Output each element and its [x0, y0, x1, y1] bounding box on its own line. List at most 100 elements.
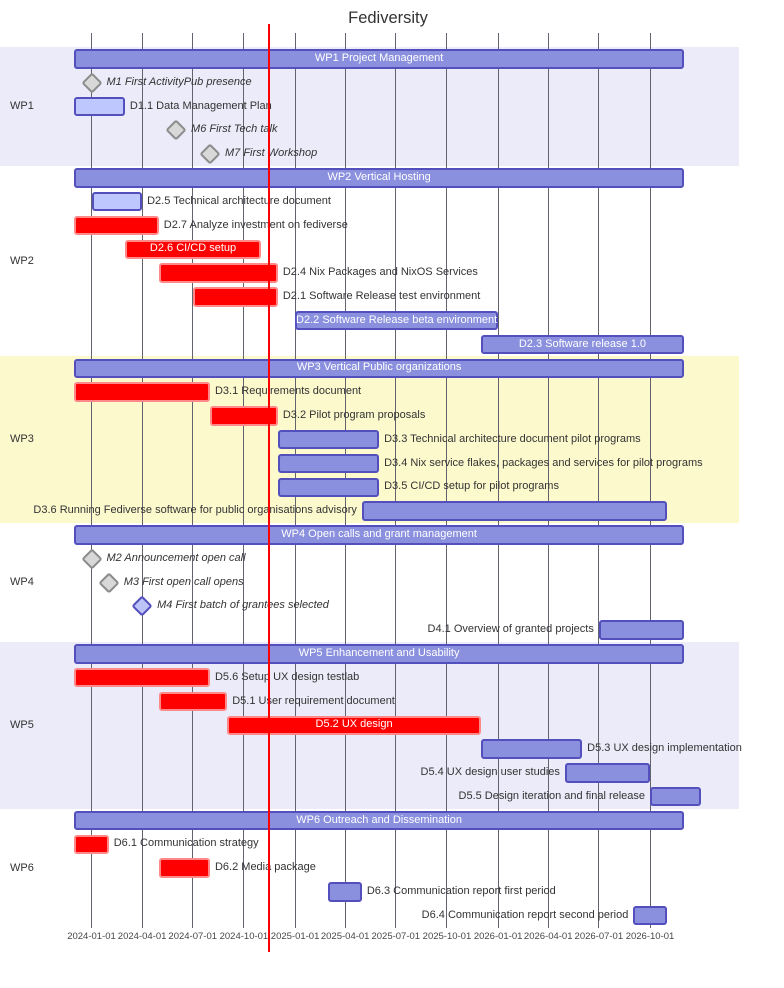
gridline [395, 33, 397, 928]
task-label-m3: M3 First open call opens [123, 575, 244, 588]
task-bar-wp2 [74, 168, 684, 188]
task-label-d3-6: D3.6 Running Fediverse software for publ… [33, 504, 357, 517]
task-label-d4-1: D4.1 Overview of granted projects [427, 623, 594, 636]
task-label-wp5: WP5 Enhancement and Usability [298, 647, 460, 659]
axis-tick-label: 2024-10-01 [219, 931, 269, 942]
gridline [91, 33, 92, 928]
axis-tick-label: 2026-07-01 [574, 931, 624, 942]
gridline [649, 33, 651, 928]
task-bar-d2-6 [124, 239, 262, 259]
task-label-d3-1: D3.1 Requirements document [214, 385, 362, 398]
task-bar-d5-3 [480, 739, 583, 759]
task-bar-d3-1 [74, 382, 210, 402]
task-bar-d2-5 [91, 192, 143, 212]
axis-tick-label: 2024-07-01 [168, 931, 218, 942]
task-label-m2: M2 Announcement open call [106, 551, 246, 564]
task-bar-d3-3 [277, 430, 380, 450]
task-label-d1-1: D1.1 Data Management Plan [129, 99, 272, 112]
task-label-d2-1: D2.1 Software Release test environment [282, 290, 481, 302]
task-label-wp2: WP2 Vertical Hosting [327, 171, 431, 183]
task-bar-d2-4 [158, 263, 278, 283]
milestone-m2 [80, 548, 103, 570]
task-bar-d2-2 [295, 311, 499, 331]
task-bar-d6-1 [74, 834, 109, 854]
task-label-m1: M1 First ActivityPub presence [106, 75, 252, 88]
task-label-d5-1: D5.1 User requirement document [232, 694, 395, 707]
milestone-m3 [98, 571, 120, 594]
axis-tick-label: 2025-07-01 [371, 931, 421, 942]
task-label-d6-4: D6.4 Communication report second period [421, 908, 629, 921]
task-bar-d5-5 [650, 787, 702, 807]
task-label-d2-5: D2.5 Technical architecture document [147, 194, 331, 207]
gridline [497, 33, 499, 928]
task-bar-d5-4 [564, 763, 651, 783]
task-bar-d3-2 [209, 406, 278, 426]
gridline [141, 33, 143, 928]
task-bar-d2-3 [480, 334, 684, 355]
axis-tick-label: 2026-01-01 [473, 931, 523, 942]
task-bar-d6-4 [633, 906, 668, 926]
task-label-wp1: WP1 Project Management [314, 52, 444, 64]
task-label-d2-4: D2.4 Nix Packages and NixOS Services [282, 266, 478, 279]
task-label-d3-4: D3.4 Nix service flakes, packages and se… [384, 456, 703, 469]
task-bar-d2-7 [74, 215, 159, 236]
task-bar-wp6 [74, 810, 684, 831]
task-label-m4: M4 First batch of grantees selected [157, 599, 329, 612]
task-bar-d3-6 [361, 501, 668, 521]
task-label-d5-6: D5.6 Setup UX design testlab [214, 670, 360, 683]
task-label-d2-2: D2.2 Software Release beta environment [296, 313, 498, 326]
task-label-d3-5: D3.5 CI/CD setup for pilot programs [384, 480, 559, 493]
task-bar-d3-5 [277, 477, 380, 497]
task-bar-d1-1 [74, 96, 125, 117]
task-label-d2-6: D2.6 CI/CD setup [149, 242, 237, 255]
axis-tick-label: 2024-01-01 [67, 931, 116, 942]
task-bar-d6-3 [327, 882, 362, 902]
section-label-wp4: WP4 [10, 576, 34, 588]
task-label-d2-7: D2.7 Analyze investment on fediverse [163, 218, 348, 231]
task-label-wp4: WP4 Open calls and grant management [281, 528, 477, 540]
task-label-d5-2: D5.2 UX design [315, 718, 393, 731]
task-bar-wp5 [74, 644, 684, 664]
section-label-wp2: WP2 [10, 255, 34, 267]
section-label-wp3: WP3 [10, 433, 34, 446]
section-label-wp1: WP1 [10, 100, 34, 112]
task-bar-d5-6 [74, 668, 210, 688]
task-bar-d4-1 [598, 620, 684, 640]
axis-tick-label: 2026-04-01 [523, 931, 573, 942]
section-label-wp5: WP5 [10, 719, 34, 731]
task-label-d5-5: D5.5 Design iteration and final release [458, 789, 646, 802]
task-label-m7: M7 First Workshop [224, 147, 318, 160]
task-label-d2-3: D2.3 Software release 1.0 [518, 337, 647, 350]
task-label-d5-3: D5.3 UX design implementation [587, 742, 742, 755]
section-label-wp6: WP6 [10, 861, 34, 874]
task-label-d6-2: D6.2 Media package [214, 861, 316, 874]
task-label-d3-2: D3.2 Pilot program proposals [282, 409, 426, 421]
axis-tick-label: 2025-10-01 [422, 931, 472, 942]
axis-tick-label: 2025-04-01 [320, 931, 370, 942]
gridline [547, 33, 549, 928]
gridline [192, 33, 194, 928]
task-bar-d5-2 [227, 715, 481, 735]
task-label-m6: M6 First Tech talk [191, 123, 278, 136]
task-bar-d2-1 [192, 287, 278, 307]
task-bar-wp1 [74, 49, 684, 69]
task-bar-wp3 [74, 358, 684, 378]
task-label-wp6: WP6 Outreach and Dissemination [296, 813, 462, 826]
task-label-d5-4: D5.4 UX design user studies [420, 766, 560, 778]
axis-tick-label: 2025-01-01 [270, 931, 320, 942]
axis-tick-label: 2026-10-01 [625, 931, 675, 942]
gridline [446, 33, 448, 928]
task-label-d6-3: D6.3 Communication report first period [366, 885, 556, 897]
chart-title: Fediversity [348, 9, 428, 27]
gridline [598, 33, 600, 928]
task-bar-d3-4 [277, 453, 380, 474]
today-marker-line [267, 24, 271, 952]
milestone-m4 [131, 595, 153, 617]
task-label-wp3: WP3 Vertical Public organizations [296, 361, 462, 374]
axis-tick-label: 2024-04-01 [117, 931, 167, 942]
task-bar-wp4 [74, 525, 684, 545]
task-label-d6-1: D6.1 Communication strategy [113, 837, 259, 850]
task-label-d3-3: D3.3 Technical architecture document pil… [384, 432, 641, 445]
task-bar-d5-1 [158, 691, 228, 712]
